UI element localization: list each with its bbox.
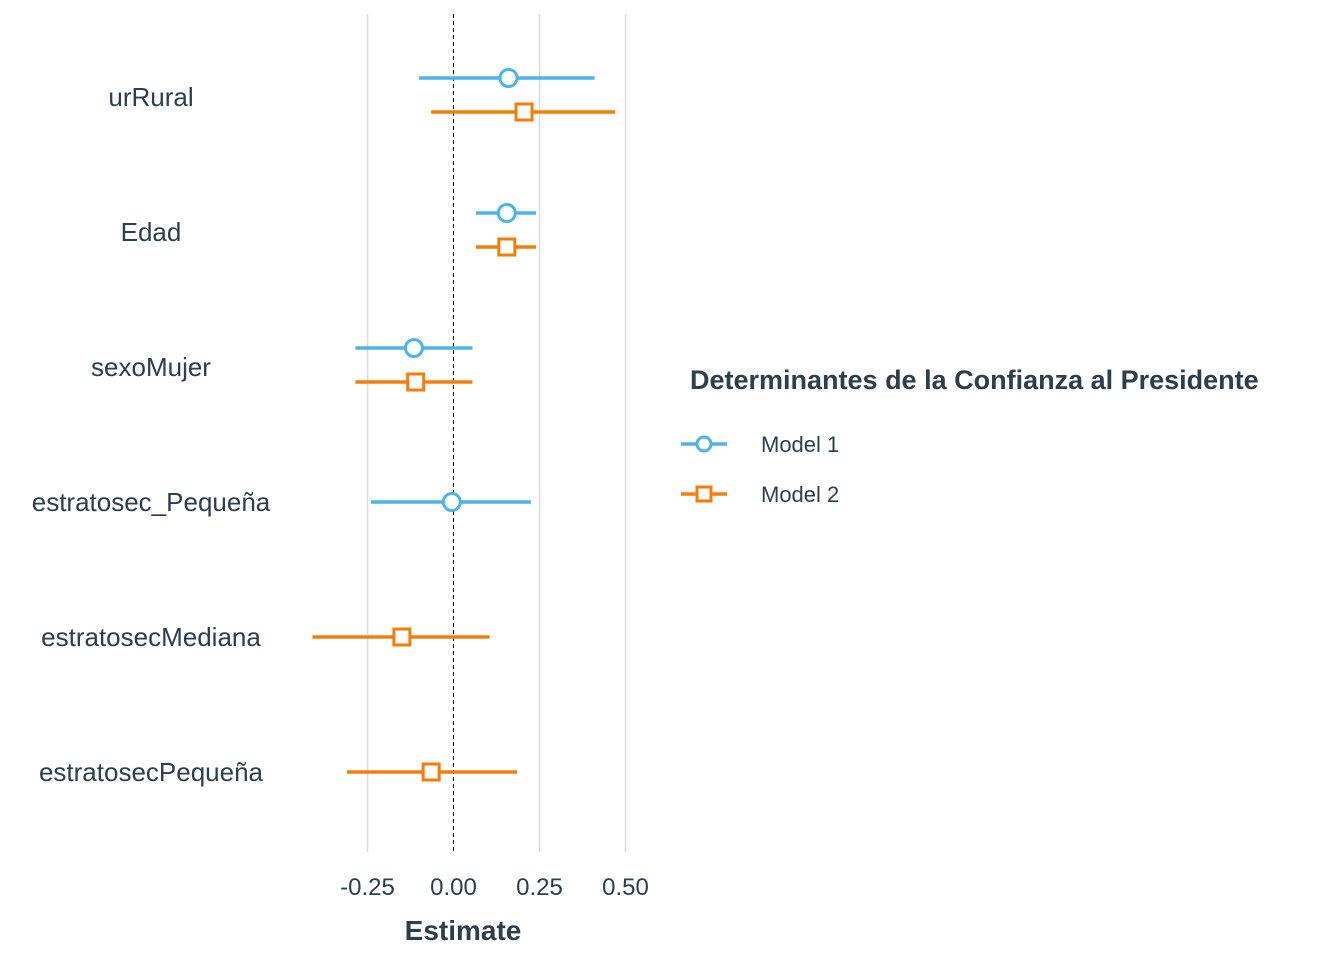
point-estimate: [441, 492, 462, 512]
category-labels: urRural Edad sexoMujer estratosec_Pequeñaes…: [32, 82, 271, 787]
point-estimate: [403, 338, 424, 358]
x-tick-label: 0.00: [430, 874, 477, 901]
legend-item: Model 2: [681, 482, 839, 507]
category-label: estratosecMediana: [41, 622, 261, 652]
category-label: sexoMujer: [91, 352, 211, 382]
legend-marker: [695, 435, 713, 453]
x-tick-label: -0.25: [340, 874, 395, 901]
point-estimate: [498, 68, 519, 88]
series-1: [355, 68, 595, 512]
legend-label: Model 2: [761, 482, 839, 507]
legend-label: Model 1: [761, 432, 839, 457]
point-estimate: [406, 372, 426, 392]
category-label: urRural: [108, 82, 193, 112]
point-estimate: [421, 762, 441, 782]
legend-marker: [695, 485, 713, 503]
legend-item: Model 1: [681, 432, 839, 457]
series-layer: [312, 68, 616, 782]
x-tick-label: 0.25: [516, 874, 563, 901]
category-label: estratosec_Pequeña: [32, 487, 271, 517]
legend-title: Determinantes de la Confianza al Preside…: [690, 365, 1259, 395]
x-tick-labels: -0.25 0.00 0.25 0.50: [340, 874, 649, 901]
point-estimate: [514, 102, 534, 122]
point-estimate: [496, 203, 517, 223]
category-label: estratosecPequeña: [39, 757, 264, 787]
x-tick-label: 0.50: [602, 874, 649, 901]
legend: Determinantes de la Confianza al Preside…: [681, 365, 1259, 507]
series-2: [312, 102, 616, 782]
point-estimate: [392, 627, 412, 647]
x-axis-title: Estimate: [405, 915, 522, 946]
gridlines: [366, 14, 627, 852]
category-label: Edad: [121, 217, 182, 247]
point-estimate: [497, 237, 517, 257]
